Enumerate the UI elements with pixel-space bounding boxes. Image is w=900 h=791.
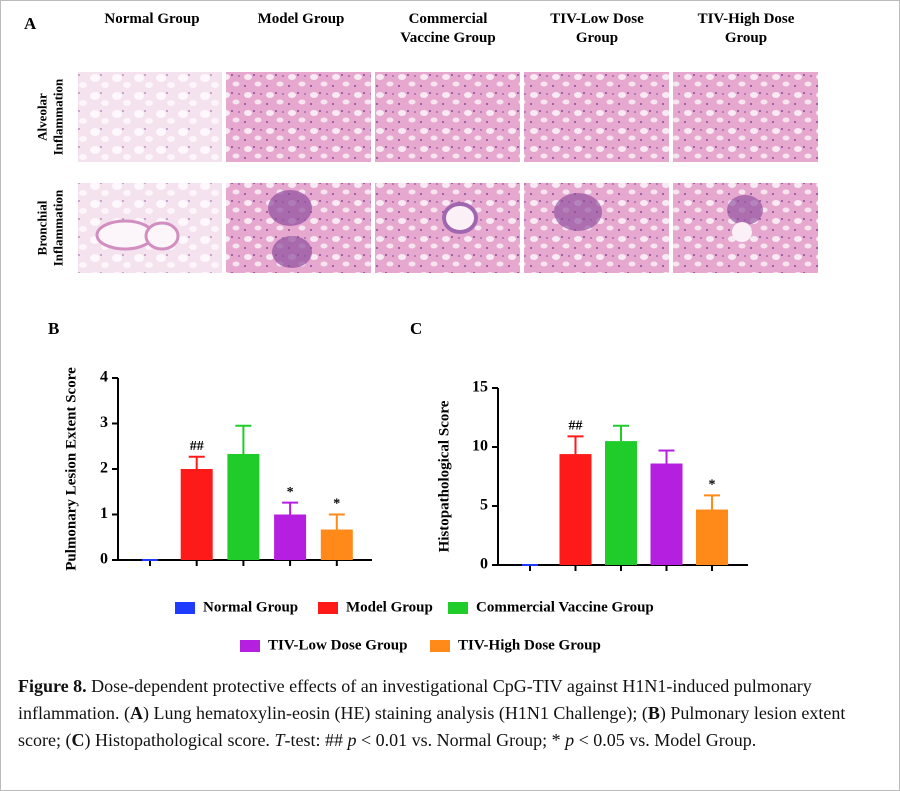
histology-images: [78, 72, 818, 273]
y-tick-label: 0: [480, 556, 488, 573]
legend-swatch: [448, 602, 468, 614]
histology-image: [226, 72, 371, 162]
legend-label: Model Group: [346, 599, 433, 615]
column-header: Normal Group: [104, 11, 200, 27]
annotation: *: [287, 485, 294, 500]
y-axis-label: Pulmonary Lesion Extent Score: [63, 367, 79, 571]
caption-run: p: [347, 730, 357, 750]
bronchus: [442, 202, 478, 234]
y-axis-label: Histopathological Score: [436, 400, 452, 552]
error-bar: [328, 513, 345, 530]
caption-run: ) Pulmonary lesion extent score; (: [18, 703, 846, 750]
y-tick-label: 1: [100, 505, 108, 522]
histology-image: [524, 183, 669, 273]
nodule: [268, 190, 312, 226]
error-bar: [613, 424, 629, 442]
annotation: ##: [569, 419, 583, 434]
caption-run: -test: ##: [284, 730, 348, 750]
caption: Figure 8. Dose-dependent protective effe…: [18, 673, 886, 754]
error-bar: [704, 494, 720, 510]
bar: [559, 454, 592, 565]
column-header: TIV-High Dose Group: [697, 11, 795, 46]
y-tick-label: 4: [100, 369, 108, 386]
bronchus: [144, 221, 180, 251]
annotation: *: [709, 478, 716, 493]
caption-run: A: [129, 703, 143, 723]
y-tick-label: 2: [100, 460, 108, 477]
bar: [650, 463, 683, 565]
bar: [605, 441, 637, 565]
y-tick-label: 10: [472, 438, 488, 455]
annotation: *: [333, 497, 340, 512]
error-bar: [658, 449, 675, 464]
legend-swatch: [318, 602, 338, 614]
bar: [227, 453, 260, 560]
bar: [320, 529, 353, 560]
nodule: [554, 193, 602, 231]
panel-label: C: [410, 319, 422, 338]
histology-image: [673, 72, 818, 162]
histology-image: [375, 72, 520, 162]
row-label: Alveolar Inflammation: [34, 78, 65, 156]
y-tick-label: 15: [472, 379, 488, 396]
nodule: [272, 236, 312, 268]
error-bar: [282, 501, 299, 515]
caption-run: Dose-dependent protective effects of an …: [18, 676, 812, 723]
legend-swatch: [175, 602, 195, 614]
error-bar: [235, 424, 252, 454]
legend-label: Normal Group: [203, 599, 298, 615]
error-bar: [188, 455, 205, 469]
caption-run: T: [274, 730, 285, 750]
column-header: Model Group: [257, 11, 345, 27]
bar: [274, 514, 307, 560]
nodule: [727, 195, 763, 225]
caption-run: p: [565, 730, 575, 750]
legend-label: TIV-Low Dose Group: [268, 637, 407, 653]
legend-label: Commercial Vaccine Group: [476, 599, 654, 615]
caption-run: B: [647, 703, 660, 723]
y-tick-label: 0: [100, 551, 108, 568]
panel-label: B: [48, 319, 59, 338]
y-tick-label: 5: [480, 497, 488, 514]
histology-image: [78, 72, 222, 162]
caption-run: < 0.01 vs. Normal Group; *: [356, 730, 566, 750]
annotation: ##: [190, 439, 204, 454]
row-label: Bronchial Inflammation: [34, 189, 65, 267]
panel-label: A: [24, 14, 37, 33]
caption-run: < 0.05 vs. Model Group.: [574, 730, 757, 750]
histology-image: [524, 72, 669, 162]
column-header: Commercial Vaccine Group: [400, 11, 496, 46]
bar: [696, 509, 728, 565]
bronchus: [732, 222, 752, 242]
legend-swatch: [240, 640, 260, 652]
legend-swatch: [430, 640, 450, 652]
legend-label: TIV-High Dose Group: [458, 637, 601, 653]
column-header: TIV-Low Dose Group: [550, 11, 644, 46]
y-tick-label: 3: [100, 414, 108, 431]
caption-run: ) Lung hematoxylin-eosin (HE) staining a…: [142, 703, 648, 723]
caption-run: C: [71, 730, 85, 750]
caption-run: Figure 8.: [18, 676, 87, 696]
bar: [180, 469, 213, 560]
caption-run: ) Histopathological score.: [84, 730, 275, 750]
error-bar: [567, 435, 584, 455]
